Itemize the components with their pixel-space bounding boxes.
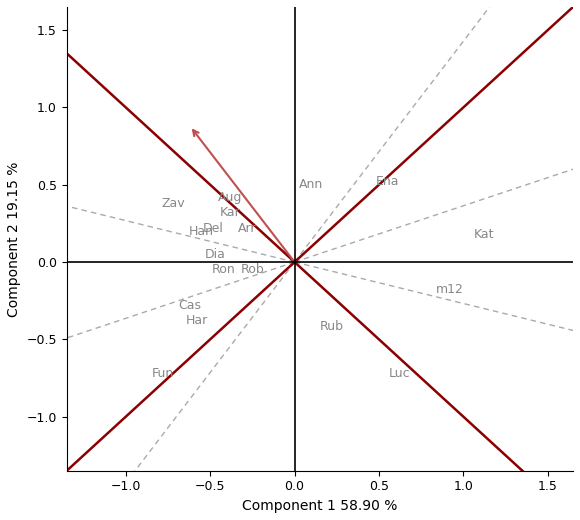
- Text: Rob: Rob: [241, 263, 264, 276]
- Text: Aug: Aug: [218, 191, 242, 204]
- Text: Har: Har: [186, 314, 208, 327]
- Text: Ron: Ron: [212, 263, 235, 276]
- Text: Dia: Dia: [205, 248, 226, 261]
- Text: Arr: Arr: [238, 222, 256, 235]
- Text: Kat: Kat: [473, 228, 494, 241]
- Text: Kar: Kar: [220, 206, 241, 219]
- Text: Han: Han: [189, 225, 214, 238]
- X-axis label: Component 1 58.90 %: Component 1 58.90 %: [242, 499, 397, 513]
- Text: Ann: Ann: [299, 178, 324, 191]
- Text: Luc: Luc: [389, 367, 410, 380]
- Text: Del: Del: [203, 222, 224, 235]
- Text: m12: m12: [436, 283, 464, 296]
- Text: Zav: Zav: [161, 197, 185, 210]
- Text: Rub: Rub: [320, 320, 344, 333]
- Text: Cas: Cas: [179, 299, 201, 312]
- Y-axis label: Component 2 19.15 %: Component 2 19.15 %: [7, 161, 21, 317]
- Text: Ena: Ena: [376, 175, 399, 188]
- Text: Fun: Fun: [152, 367, 174, 380]
